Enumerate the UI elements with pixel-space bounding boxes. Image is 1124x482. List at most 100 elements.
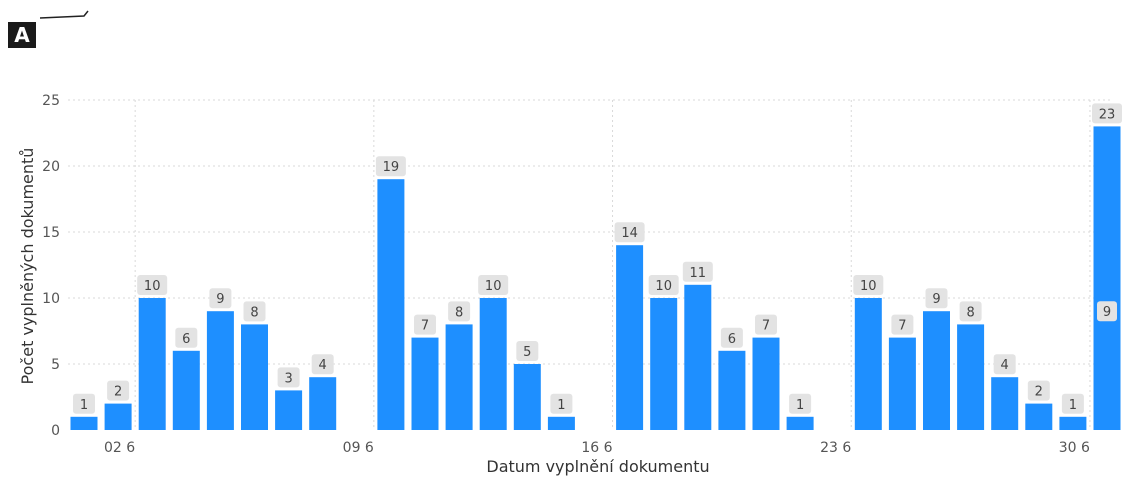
y-tick-label: 25 [42, 93, 60, 109]
data-label: 5 [516, 341, 539, 361]
data-label-bg [1061, 393, 1084, 414]
data-label: 6 [720, 327, 743, 348]
bar [616, 245, 644, 430]
data-label-bg [550, 393, 573, 414]
data-label: 7 [755, 314, 777, 335]
bar [70, 416, 98, 430]
data-label-text: 2 [114, 385, 122, 400]
x-tick-label: 16 6 [581, 440, 612, 456]
data-label-bg [720, 327, 743, 348]
inner-data-label-text: 9 [1103, 305, 1111, 320]
data-label: 2 [1027, 380, 1050, 401]
data-label: 8 [448, 301, 471, 322]
data-label-text: 7 [421, 319, 429, 334]
gridlines [68, 99, 1110, 430]
data-label: 8 [243, 301, 266, 322]
data-label-bg [175, 327, 198, 348]
x-axis-title: Datum vyplnění dokumentu [486, 457, 709, 476]
data-label-bg [1027, 380, 1050, 401]
bar [377, 179, 405, 430]
bar [547, 416, 575, 430]
data-label-text: 7 [762, 319, 770, 334]
data-label: 2 [107, 380, 130, 401]
data-label: 7 [891, 314, 914, 335]
data-label-bg [478, 275, 509, 295]
inner-data-label: 9 [1097, 301, 1117, 322]
x-tick-label: 02 6 [104, 440, 135, 456]
data-label-bg [925, 288, 948, 309]
data-label: 1 [550, 393, 573, 414]
data-label: 9 [925, 288, 948, 309]
y-tick-label: 15 [42, 225, 60, 241]
bar [957, 324, 985, 430]
data-label-bg [375, 156, 406, 177]
data-label: 1 [789, 393, 812, 414]
data-label: 4 [311, 354, 334, 375]
data-label: 9 [209, 288, 232, 309]
data-label-bg [209, 288, 232, 309]
x-tick-label: 30 6 [1059, 440, 1090, 456]
data-label-text: 10 [144, 279, 161, 294]
data-label-text: 4 [1001, 358, 1009, 373]
bars [70, 126, 1121, 431]
data-label: 6 [175, 327, 198, 348]
data-label: 11 [682, 261, 713, 282]
data-label-text: 10 [655, 279, 672, 294]
inner-data-label-bg [1097, 301, 1117, 322]
data-label-bg [614, 222, 645, 243]
data-label-bg [755, 314, 777, 335]
data-label-bg [311, 354, 334, 375]
bar [104, 403, 132, 430]
data-label-text: 1 [1069, 398, 1077, 413]
data-label-bg [277, 367, 300, 388]
data-label-bg [448, 301, 471, 322]
data-label-bg [853, 275, 884, 295]
data-label-text: 3 [284, 371, 292, 386]
data-label-text: 8 [966, 305, 974, 320]
data-label-text: 5 [523, 345, 531, 360]
data-label-text: 2 [1035, 385, 1043, 400]
bar [479, 298, 507, 430]
data-label-text: 23 [1099, 107, 1116, 122]
bar [206, 311, 234, 430]
x-tick-label: 09 6 [343, 440, 374, 456]
data-label-text: 1 [80, 398, 88, 413]
data-label-bg [243, 301, 266, 322]
bar [718, 350, 746, 430]
data-label-bg [73, 393, 95, 414]
data-label: 10 [853, 275, 884, 295]
bar [1093, 126, 1121, 431]
data-label: 7 [414, 314, 436, 335]
bar [275, 390, 303, 430]
panel-label-underline [39, 10, 89, 19]
data-label: 10 [137, 275, 168, 295]
data-label-bg [414, 314, 436, 335]
bar [923, 311, 950, 430]
data-label: 10 [648, 275, 679, 295]
data-label-text: 8 [455, 305, 463, 320]
data-label-bg [516, 341, 539, 361]
bar [991, 377, 1019, 430]
y-axis-title: Počet vyplněných dokumentů [18, 148, 37, 385]
bar [172, 350, 200, 430]
data-label-text: 9 [216, 292, 224, 307]
data-label: 8 [959, 301, 982, 322]
data-label-text: 7 [898, 319, 906, 334]
data-label-text: 1 [796, 398, 804, 413]
data-label: 10 [478, 275, 509, 295]
bar [241, 324, 268, 430]
bar [1025, 403, 1053, 430]
y-tick-label: 0 [51, 423, 60, 439]
data-label-text: 10 [860, 279, 877, 294]
data-label-bg [107, 380, 130, 401]
data-label-text: 14 [621, 226, 638, 241]
bar [786, 416, 814, 430]
panel-label: A [8, 22, 36, 48]
bar [684, 284, 712, 430]
data-label-text: 11 [690, 266, 707, 281]
bar [138, 298, 166, 430]
data-label-text: 19 [383, 160, 400, 175]
data-label-text: 4 [319, 358, 327, 373]
data-label: 19 [375, 156, 406, 177]
